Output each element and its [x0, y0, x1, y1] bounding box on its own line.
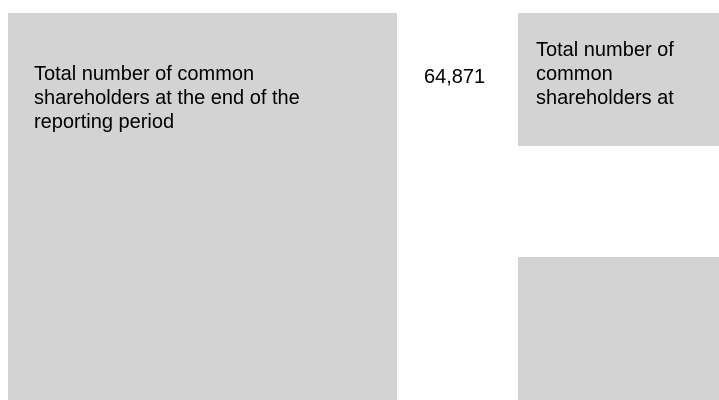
empty-cell: [518, 257, 719, 400]
shareholders-count-value: 64,871: [424, 66, 486, 88]
shareholders-label: Total number of common shareholders at t…: [34, 63, 300, 133]
label-cell: Total number of common shareholders at t…: [8, 13, 397, 400]
label-repeat-cell: Total number of common shareholders at: [518, 13, 719, 146]
shareholders-label-repeat: Total number of common shareholders at: [536, 39, 674, 109]
